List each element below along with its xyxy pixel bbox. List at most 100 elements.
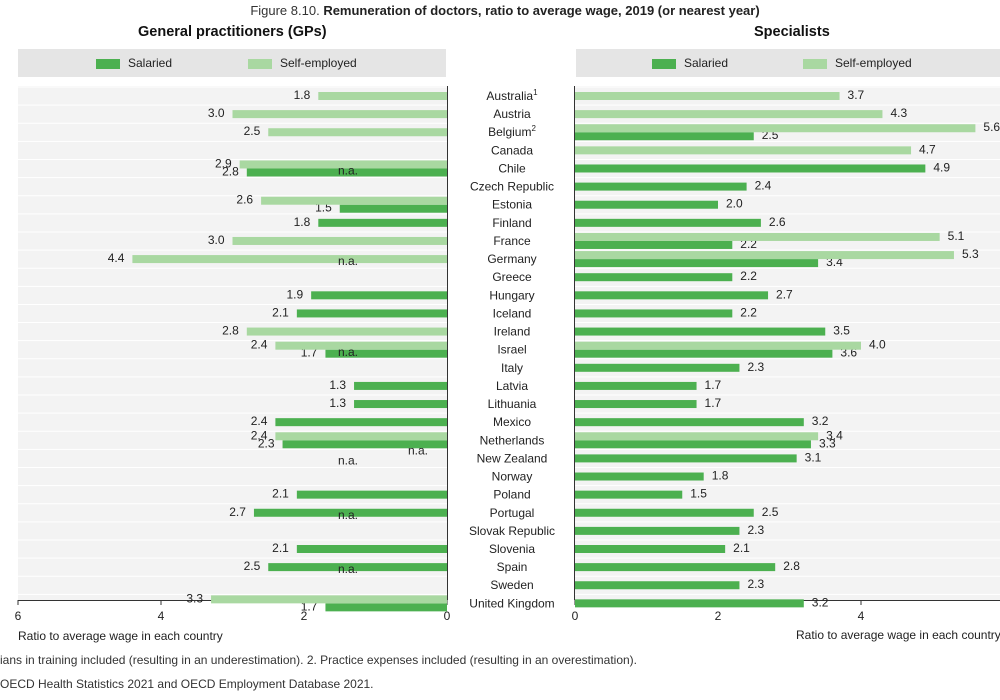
country-name: Italy xyxy=(501,361,523,375)
country-name: Australia xyxy=(486,89,533,103)
specialists-data-label-salaried: 2.2 xyxy=(740,269,757,283)
country-name: Estonia xyxy=(492,198,532,212)
specialists-data-label-self-employed: 4.3 xyxy=(890,106,907,120)
country-name: Chile xyxy=(498,161,526,175)
specialists-data-label-salaried: 1.5 xyxy=(690,487,707,501)
gp-data-label-self-employed: 2.8 xyxy=(222,324,239,338)
specialists-bar-salaried xyxy=(575,526,740,535)
gp-x-tick-label: 6 xyxy=(15,609,22,623)
gp-bar-self-employed xyxy=(275,432,447,441)
legend-swatch-salaried xyxy=(96,58,120,69)
country-label: Finland xyxy=(492,216,531,230)
gp-na-label: n.a. xyxy=(338,508,358,522)
specialists-bar-self-employed xyxy=(575,92,840,100)
legend-swatch-salaried xyxy=(652,58,676,69)
gp-data-label-salaried: 2.7 xyxy=(229,505,246,519)
country-label: Spain xyxy=(497,560,528,574)
country-name: Israel xyxy=(497,343,526,357)
gp-bar-salaried xyxy=(354,400,447,409)
specialists-bar-salaried xyxy=(575,240,733,249)
gp-na-label: n.a. xyxy=(338,345,358,359)
specialists-data-label-salaried: 2.3 xyxy=(747,523,764,537)
specialists-data-label-salaried: 2.2 xyxy=(740,305,757,319)
specialists-data-label-salaried: 3.2 xyxy=(812,414,829,428)
gp-legend: Salaried Self-employed xyxy=(18,49,446,77)
specialists-bar-salaried xyxy=(575,508,754,517)
figure-title: Figure 8.10. Remuneration of doctors, ra… xyxy=(0,3,1000,18)
gp-bar-salaried xyxy=(318,218,447,227)
country-name: Slovak Republic xyxy=(469,524,555,538)
gp-na-label: n.a. xyxy=(338,254,358,268)
legend-self-employed-gp: Self-employed xyxy=(248,56,357,70)
country-label: Slovak Republic xyxy=(469,524,555,538)
country-footnote-marker: 1 xyxy=(533,88,538,97)
specialists-legend: Salaried Self-employed xyxy=(576,49,1000,77)
specialists-data-label-salaried: 2.3 xyxy=(747,360,764,374)
gp-data-label-self-employed: 3.0 xyxy=(208,106,225,120)
specialists-bar-salaried xyxy=(575,363,740,372)
specialists-bar-self-employed xyxy=(575,432,819,441)
gp-bar-salaried xyxy=(339,204,447,213)
country-label: Slovenia xyxy=(489,542,535,556)
country-label: Ireland xyxy=(494,325,531,339)
gp-data-label-self-employed: 2.5 xyxy=(244,124,261,138)
country-label: Netherlands xyxy=(480,433,545,447)
specialists-bar-salaried xyxy=(575,327,826,336)
specialists-data-label-salaried: 3.1 xyxy=(805,450,822,464)
legend-swatch-self-employed xyxy=(803,58,827,69)
country-name: Belgium xyxy=(488,125,531,139)
gp-data-label-salaried: 2.8 xyxy=(222,164,239,178)
gp-bar-salaried xyxy=(275,418,447,427)
gp-data-label-self-employed: 3.0 xyxy=(208,233,225,247)
specialists-x-tick-label: 4 xyxy=(858,609,865,623)
specialists-data-label-salaried: 1.7 xyxy=(705,396,722,410)
specialists-bar-self-employed xyxy=(575,251,954,260)
gp-data-label-salaried: 2.1 xyxy=(272,487,289,501)
legend-salaried-spec: Salaried xyxy=(652,56,728,70)
specialists-bar-self-employed xyxy=(575,110,883,119)
country-label: New Zealand xyxy=(477,451,548,465)
specialists-bar-salaried xyxy=(575,490,683,499)
specialists-data-label-self-employed: 5.1 xyxy=(948,229,965,243)
specialists-data-label-self-employed: 5.6 xyxy=(983,120,1000,134)
specialists-bar-salaried xyxy=(575,440,811,449)
gp-na-label: n.a. xyxy=(338,164,358,178)
specialists-x-axis-title: Ratio to average wage in each country xyxy=(796,628,1000,642)
specialists-bar-salaried xyxy=(575,200,718,209)
gp-bar-salaried xyxy=(296,309,447,318)
country-name: Sweden xyxy=(490,578,533,592)
country-name: Lithuania xyxy=(488,397,537,411)
specialists-panel-title: Specialists xyxy=(754,24,830,40)
specialists-data-label-salaried: 2.1 xyxy=(733,541,750,555)
legend-label-self-employed: Self-employed xyxy=(280,56,357,70)
gp-data-label-salaried: 2.5 xyxy=(244,559,261,573)
country-label: Belgium2 xyxy=(488,124,536,139)
specialists-data-label-self-employed: 3.7 xyxy=(848,88,865,102)
country-label: Lithuania xyxy=(488,397,537,411)
legend-swatch-self-employed xyxy=(248,58,272,69)
specialists-data-label-self-employed: 4.0 xyxy=(869,338,886,352)
country-name: Ireland xyxy=(494,325,531,339)
footnote-source: OECD Health Statistics 2021 and OECD Emp… xyxy=(0,677,374,691)
gp-data-label-self-employed: 3.3 xyxy=(186,591,203,605)
gp-x-tick-label: 0 xyxy=(444,609,451,623)
gp-bar-self-employed xyxy=(232,236,447,245)
specialists-data-label-salaried: 4.9 xyxy=(933,160,950,174)
gp-bar-salaried xyxy=(296,545,447,553)
figure-title-text: Remuneration of doctors, ratio to averag… xyxy=(323,3,760,18)
country-label: Estonia xyxy=(492,198,532,212)
country-label: Greece xyxy=(492,270,532,284)
gp-bar-salaried xyxy=(282,440,447,449)
gp-data-label-salaried: 1.8 xyxy=(294,215,311,229)
specialists-data-label-salaried: 3.3 xyxy=(819,436,836,450)
specialists-bar-salaried xyxy=(575,309,733,318)
specialists-bar-salaried xyxy=(575,454,797,463)
legend-label-salaried: Salaried xyxy=(684,56,729,70)
country-name: Austria xyxy=(493,107,531,121)
country-name: Slovenia xyxy=(489,542,535,556)
gp-bar-salaried xyxy=(354,381,447,390)
country-label: Norway xyxy=(492,470,533,484)
specialists-data-label-self-employed: 5.3 xyxy=(962,247,979,261)
country-label: Mexico xyxy=(493,415,531,429)
specialists-bar-salaried xyxy=(575,218,761,227)
